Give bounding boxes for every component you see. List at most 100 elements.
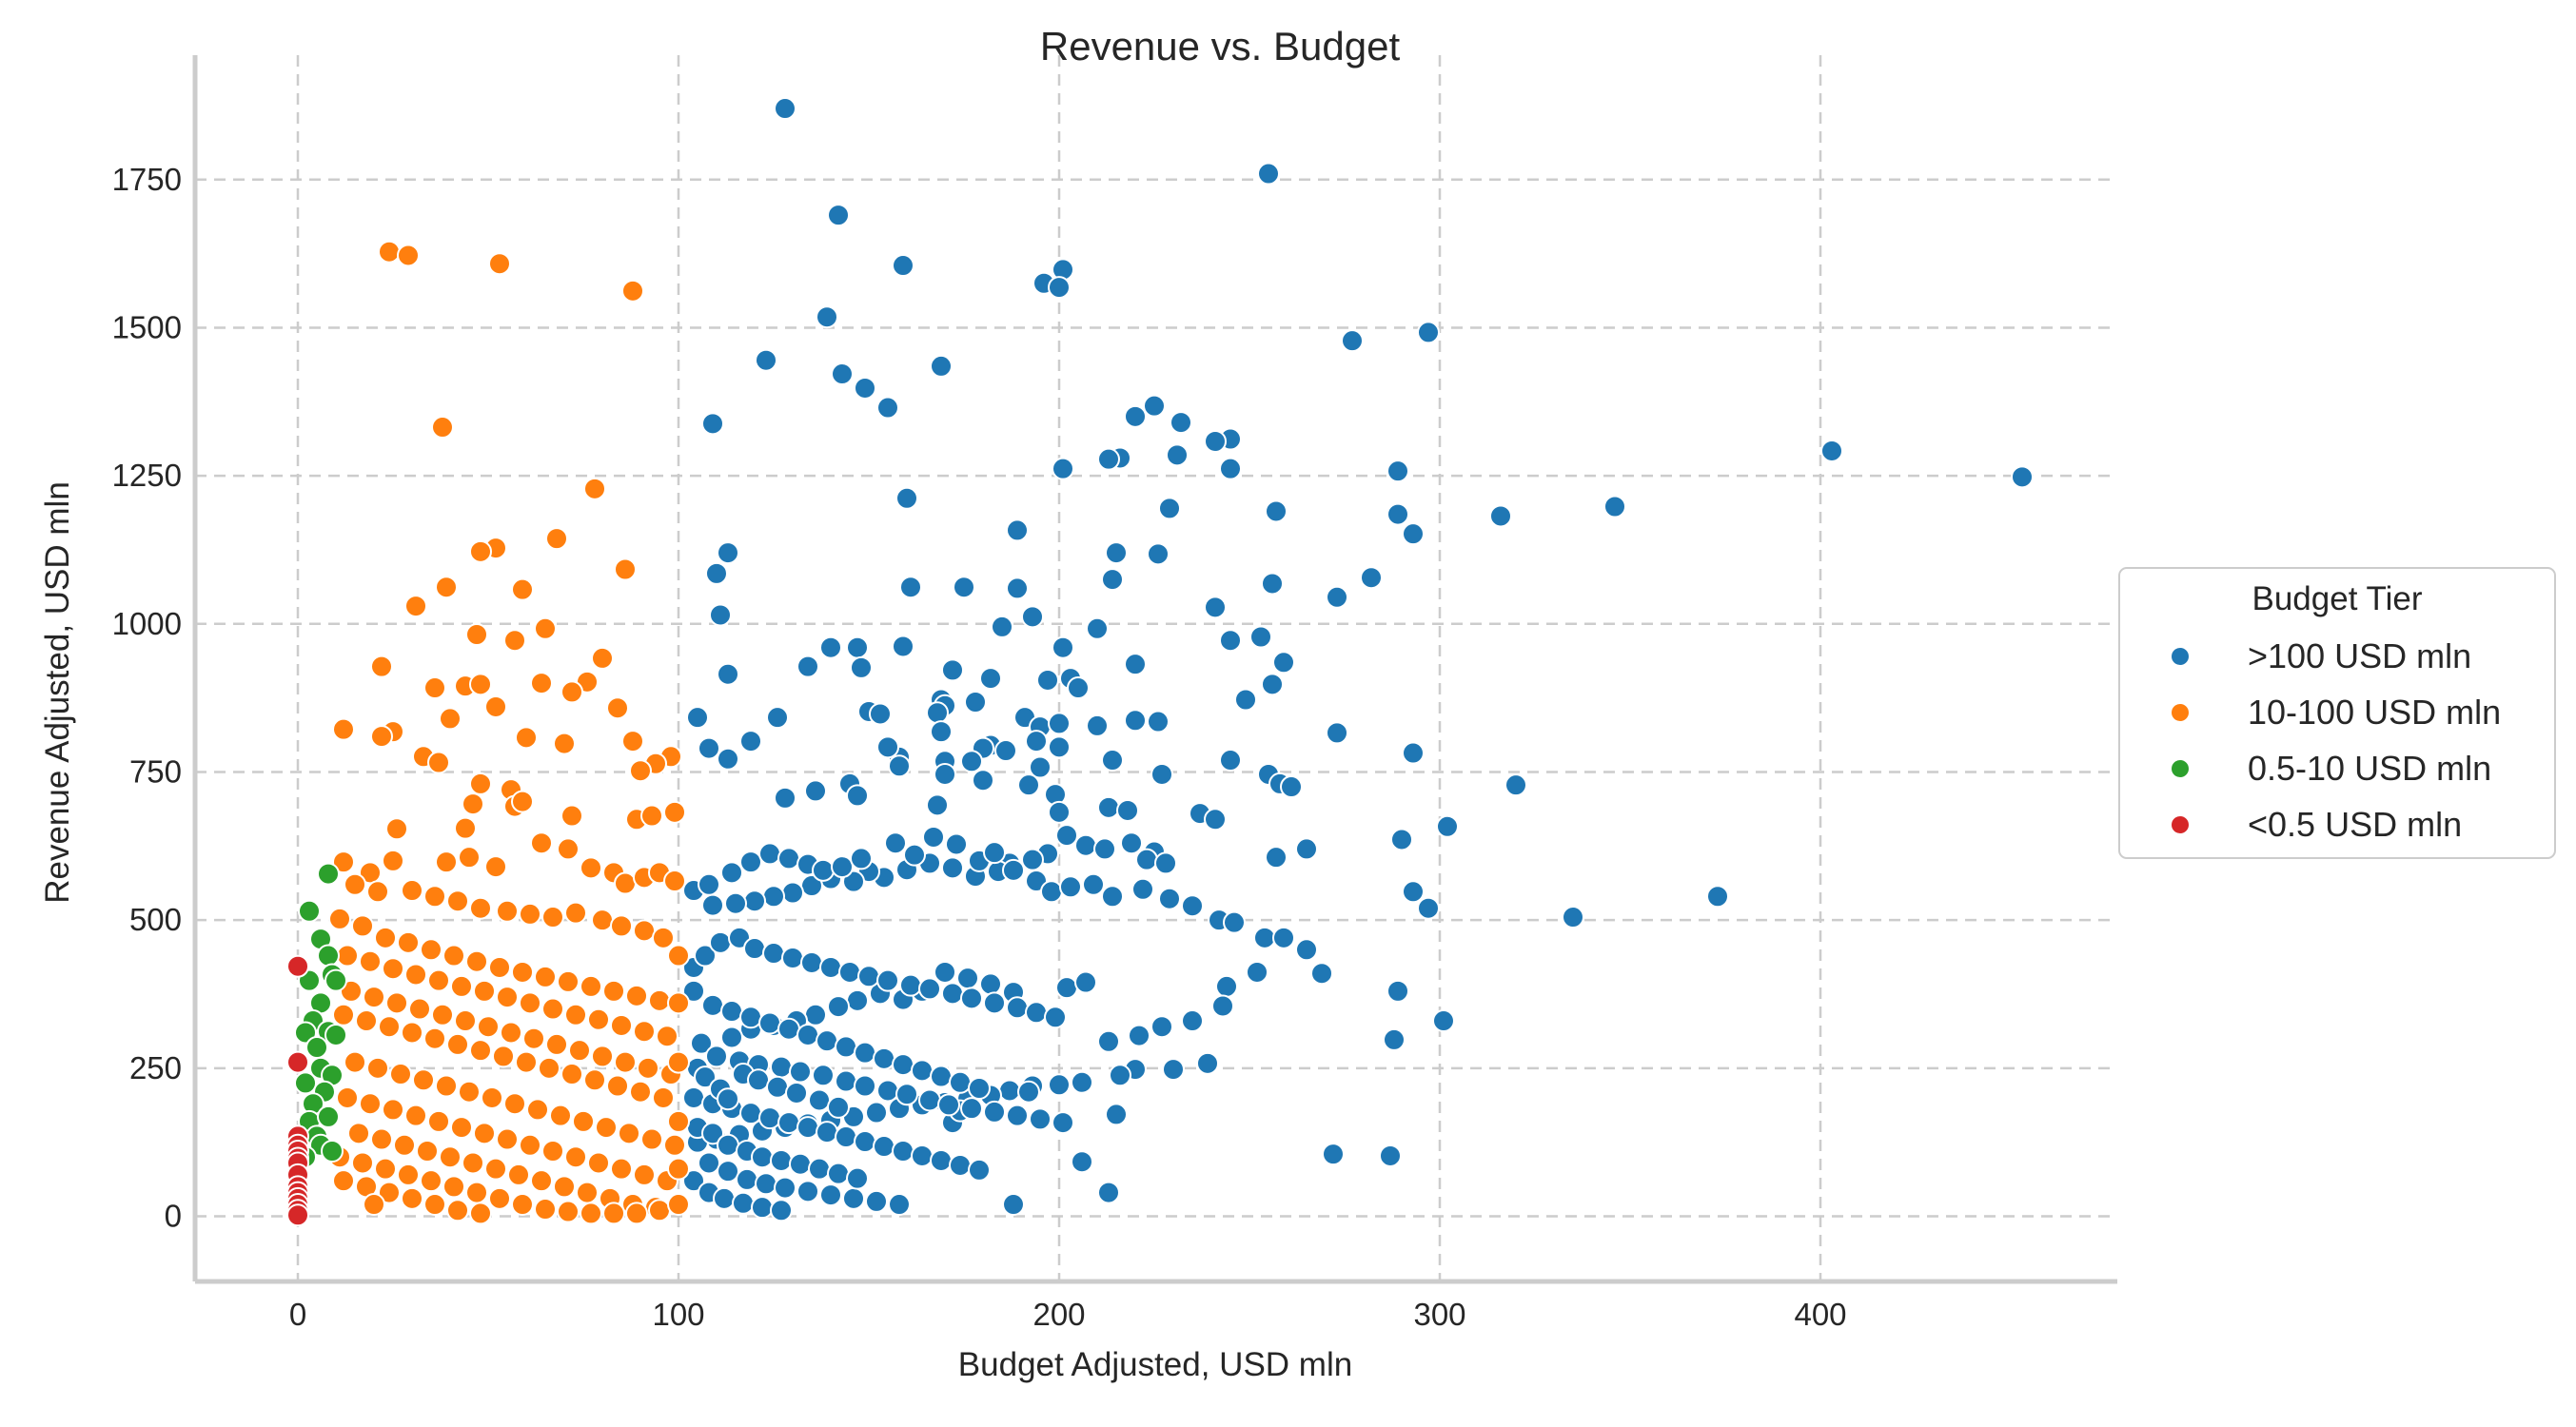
data-point	[884, 831, 907, 855]
data-point	[560, 1063, 583, 1086]
series-0	[682, 97, 2034, 1222]
data-point	[1006, 1104, 1029, 1127]
x-tick-label: 400	[1794, 1297, 1846, 1332]
data-point	[751, 1145, 774, 1169]
data-point	[812, 1064, 835, 1087]
data-point	[1150, 762, 1173, 786]
data-point	[785, 1081, 808, 1104]
data-point	[934, 960, 956, 984]
data-point	[404, 1104, 427, 1127]
data-point	[496, 986, 519, 1009]
data-point	[774, 97, 796, 121]
y-tick-label: 500	[129, 902, 182, 937]
data-point	[385, 991, 408, 1015]
chart-title: Revenue vs. Budget	[1040, 24, 1401, 68]
data-point	[530, 1169, 553, 1193]
data-point	[827, 204, 850, 227]
data-point	[515, 726, 538, 750]
data-point	[370, 1127, 393, 1151]
data-point	[983, 991, 1006, 1015]
data-point	[610, 1013, 633, 1037]
legend-marker	[2170, 646, 2191, 667]
data-point	[1265, 846, 1288, 870]
data-point	[477, 1015, 500, 1039]
data-point	[937, 1093, 960, 1117]
data-point	[530, 672, 553, 695]
data-point	[553, 732, 576, 755]
data-point	[930, 720, 953, 744]
data-point	[873, 1135, 895, 1159]
data-point	[979, 972, 1002, 996]
data-point	[930, 354, 953, 378]
data-point	[1074, 833, 1097, 857]
data-point	[625, 984, 648, 1007]
data-point	[701, 1122, 724, 1145]
data-point	[401, 879, 423, 903]
data-point	[317, 1104, 340, 1128]
data-point	[625, 1202, 648, 1225]
data-point	[796, 1180, 819, 1203]
data-point	[758, 1106, 781, 1130]
data-point	[534, 1198, 557, 1222]
data-point	[717, 1087, 739, 1111]
data-point	[911, 1059, 934, 1083]
data-point	[892, 1053, 914, 1077]
data-point	[541, 997, 564, 1021]
data-point	[698, 872, 720, 896]
data-point	[796, 655, 819, 678]
data-point	[972, 769, 994, 792]
data-point	[694, 944, 717, 968]
data-point	[922, 825, 945, 849]
data-point	[1074, 970, 1097, 994]
y-tick-label: 1500	[112, 309, 182, 344]
data-point	[366, 880, 389, 904]
data-point	[541, 906, 564, 929]
data-point	[899, 973, 922, 997]
data-point	[1386, 979, 1409, 1003]
data-point	[751, 1196, 774, 1220]
data-point	[865, 1189, 888, 1213]
data-point	[960, 750, 983, 773]
data-point	[595, 1116, 618, 1140]
data-point	[1246, 960, 1268, 984]
data-point	[545, 527, 568, 551]
data-point	[857, 965, 880, 988]
data-point	[469, 1039, 492, 1063]
data-point	[1379, 1144, 1402, 1167]
data-point	[500, 1021, 522, 1045]
data-point	[873, 1046, 895, 1070]
data-point	[781, 947, 804, 970]
data-point	[397, 930, 420, 954]
series-3	[286, 954, 309, 1227]
data-point	[1436, 814, 1459, 838]
data-point	[324, 1023, 347, 1046]
data-point	[324, 968, 347, 992]
data-point	[1006, 996, 1029, 1020]
x-axis-label: Budget Adjusted, USD mln	[958, 1346, 1352, 1383]
data-point	[888, 754, 911, 778]
data-point	[1204, 808, 1227, 831]
data-point	[336, 1085, 359, 1109]
data-point	[1025, 730, 1048, 753]
data-point	[564, 901, 587, 925]
data-point	[442, 1175, 465, 1199]
data-point	[1417, 321, 1440, 344]
legend-items: >100 USD mln 10-100 USD mln 0.5-10 USD mln…	[2170, 636, 2501, 844]
data-point	[819, 955, 842, 979]
data-point	[720, 1026, 743, 1049]
data-point	[732, 1191, 755, 1215]
data-point	[960, 987, 983, 1010]
data-point	[720, 1000, 743, 1024]
data-point	[1021, 848, 1044, 871]
data-point	[370, 725, 393, 749]
legend: Budget Tier >100 USD mln 10-100 USD mln 0.…	[2118, 567, 2556, 859]
data-point	[355, 1009, 378, 1033]
data-point	[591, 646, 614, 670]
data-point	[941, 982, 964, 1006]
data-point	[526, 1098, 549, 1122]
data-point	[1052, 635, 1074, 659]
data-point	[895, 1083, 918, 1106]
data-point	[774, 786, 796, 810]
data-point	[446, 1032, 469, 1056]
data-point	[469, 539, 492, 563]
